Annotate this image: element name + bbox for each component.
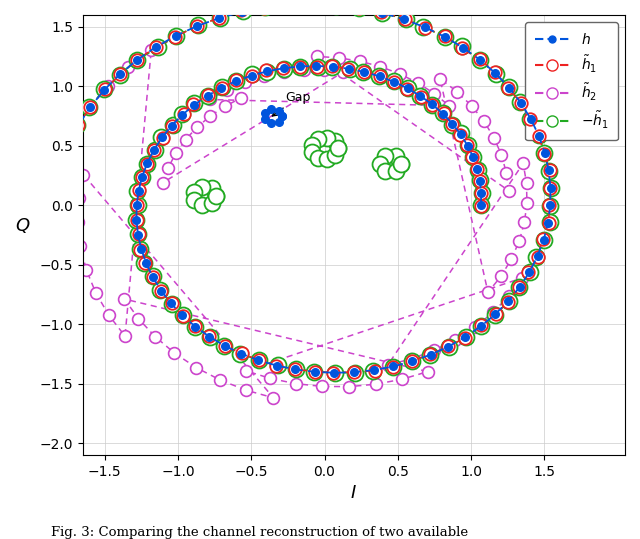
Y-axis label: $Q$: $Q$	[15, 216, 31, 235]
Legend: $h$, $\tilde{h}_1$, $\tilde{h}_2$, $-\tilde{h}_1$: $h$, $\tilde{h}_1$, $\tilde{h}_2$, $-\ti…	[525, 22, 618, 140]
Text: Gap: Gap	[273, 91, 311, 116]
X-axis label: $I$: $I$	[351, 485, 357, 502]
Text: Fig. 3: Comparing the channel reconstruction of two available: Fig. 3: Comparing the channel reconstruc…	[51, 526, 468, 539]
